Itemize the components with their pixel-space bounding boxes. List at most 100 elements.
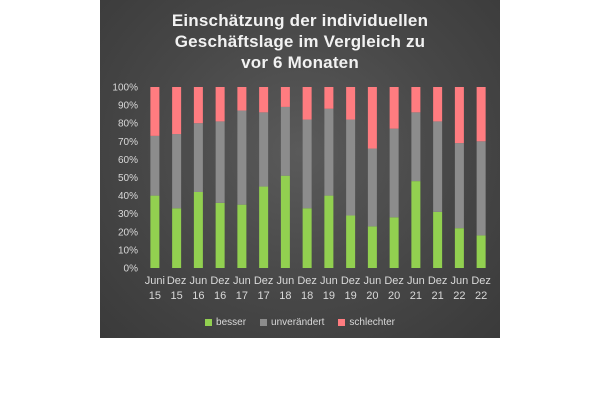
x-tick-label: Jun <box>364 275 382 287</box>
bar-besser-7 <box>302 208 312 268</box>
x-tick-label: 19 <box>323 290 335 302</box>
bar-schlechter-3 <box>215 87 225 122</box>
x-tick-label: Jun <box>233 275 251 287</box>
bar-unverndert-7 <box>302 119 312 209</box>
bar-unverndert-4 <box>237 110 247 205</box>
legend-item-schlechter: schlechter <box>338 317 395 328</box>
bar-besser-1 <box>172 208 182 268</box>
bar-besser-15 <box>476 235 486 268</box>
bar-unverndert-8 <box>324 108 334 196</box>
bar-schlechter-12 <box>411 87 421 113</box>
legend-swatch-unveraendert <box>260 319 268 326</box>
chart-title: Einschätzung der individuellen Geschäfts… <box>100 10 500 73</box>
x-tick-label: 16 <box>192 290 204 302</box>
bar-unverndert-6 <box>280 106 290 176</box>
bar-schlechter-0 <box>150 87 160 136</box>
x-tick-label: Jun <box>320 275 338 287</box>
bar-unverndert-2 <box>193 123 203 192</box>
bar-besser-8 <box>324 195 334 268</box>
bar-besser-9 <box>346 215 356 268</box>
bar-besser-4 <box>237 204 247 268</box>
x-tick-label: Jun <box>451 275 469 287</box>
x-tick-label: 20 <box>366 290 378 302</box>
x-tick-label: 15 <box>149 290 161 302</box>
bar-besser-12 <box>411 181 421 268</box>
x-tick-label: Dez <box>471 275 491 287</box>
bar-unverndert-15 <box>476 141 486 236</box>
bar-unverndert-1 <box>172 134 182 209</box>
y-tick-label: 20% <box>118 227 138 238</box>
y-tick-label: 80% <box>118 119 138 130</box>
bar-schlechter-6 <box>280 87 290 107</box>
y-tick-label: 10% <box>118 245 138 256</box>
x-tick-label: 18 <box>279 290 291 302</box>
bar-unverndert-13 <box>433 121 443 212</box>
bar-unverndert-10 <box>367 148 377 227</box>
x-tick-label: Juni <box>145 275 165 287</box>
chart-title-line-2: Geschäftslage im Vergleich zu <box>174 32 426 51</box>
y-tick-label: 0% <box>124 264 139 275</box>
bar-unverndert-3 <box>215 121 225 203</box>
y-tick-label: 70% <box>118 137 138 148</box>
x-tick-label: 15 <box>171 290 183 302</box>
legend-swatch-besser <box>205 319 213 326</box>
x-tick-label: Dez <box>428 275 448 287</box>
chart-panel: Einschätzung der individuellen Geschäfts… <box>100 0 500 338</box>
legend-label-schlechter: schlechter <box>349 317 395 328</box>
x-tick-label: Dez <box>210 275 230 287</box>
x-tick-label: 17 <box>258 290 270 302</box>
bar-unverndert-5 <box>259 112 269 187</box>
bar-besser-6 <box>280 175 290 268</box>
y-tick-label: 60% <box>118 155 138 166</box>
bar-schlechter-4 <box>237 87 247 111</box>
x-tick-label: 21 <box>432 290 444 302</box>
legend-swatch-schlechter <box>338 319 346 326</box>
bar-schlechter-10 <box>367 87 377 149</box>
y-tick-label: 100% <box>112 83 138 94</box>
legend-label-unveraendert: unverändert <box>271 317 325 328</box>
legend-label-besser: besser <box>216 317 247 328</box>
bar-schlechter-15 <box>476 87 486 142</box>
chart-legend: besser unverändert schlechter <box>100 317 500 328</box>
x-tick-label: 17 <box>236 290 248 302</box>
x-tick-label: Dez <box>167 275 187 287</box>
bar-unverndert-0 <box>150 135 160 196</box>
y-tick-label: 40% <box>118 191 138 202</box>
x-tick-label: Dez <box>254 275 274 287</box>
x-tick-label: Dez <box>341 275 361 287</box>
x-tick-label: 22 <box>453 290 465 302</box>
bar-besser-5 <box>259 186 269 268</box>
bar-besser-3 <box>215 202 225 268</box>
bar-schlechter-11 <box>389 87 399 129</box>
bar-besser-10 <box>367 226 377 268</box>
bar-besser-0 <box>150 195 160 268</box>
bar-schlechter-8 <box>324 87 334 109</box>
bar-besser-13 <box>433 211 443 268</box>
x-tick-label: Jun <box>190 275 208 287</box>
x-tick-label: Jun <box>407 275 425 287</box>
bar-schlechter-5 <box>259 87 269 113</box>
bar-besser-14 <box>454 228 464 268</box>
legend-item-besser: besser <box>205 317 246 328</box>
bar-schlechter-9 <box>346 87 356 120</box>
y-tick-label: 30% <box>118 209 138 220</box>
x-tick-label: 18 <box>301 290 313 302</box>
bar-schlechter-13 <box>433 87 443 122</box>
legend-item-unveraendert: unverändert <box>260 317 324 328</box>
bar-schlechter-7 <box>302 87 312 120</box>
x-tick-label: 19 <box>345 290 357 302</box>
bar-unverndert-14 <box>454 143 464 229</box>
bar-besser-11 <box>389 217 399 268</box>
bar-unverndert-9 <box>346 119 356 216</box>
stacked-bar-chart: 0% 10% 20% 30% 40% 50% 60% 70% 80% 90% 100% Juni 15 D… <box>112 83 491 303</box>
y-tick-label: 50% <box>118 173 138 184</box>
chart-title-line-1: Einschätzung der individuellen <box>171 11 429 30</box>
x-tick-label: Dez <box>297 275 317 287</box>
bar-schlechter-2 <box>193 87 203 124</box>
y-tick-label: 90% <box>118 101 138 112</box>
bar-unverndert-11 <box>389 128 399 218</box>
bar-unverndert-12 <box>411 112 421 182</box>
x-tick-label: 22 <box>475 290 487 302</box>
bar-schlechter-1 <box>172 87 182 135</box>
bar-besser-2 <box>193 191 203 268</box>
